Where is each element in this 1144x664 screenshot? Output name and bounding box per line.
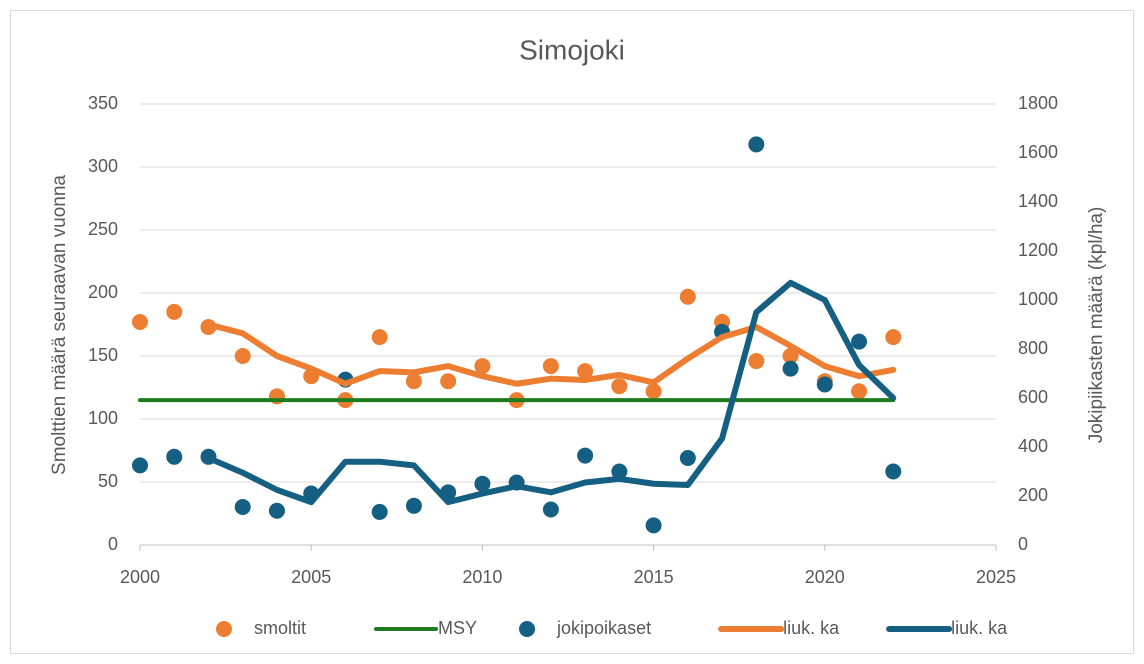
dot [234, 348, 251, 364]
y2-tick-label: 1400 [1018, 191, 1058, 211]
y2-tick-label: 1600 [1018, 142, 1058, 162]
dot [885, 463, 902, 480]
y2-tick-label: 200 [1018, 485, 1048, 505]
y-axis-label: Smolttien määrä seuraavan vuonna [49, 175, 70, 475]
y2-tick-label: 0 [1018, 534, 1028, 554]
dot [132, 313, 148, 330]
y2-tick-label: 1800 [1018, 93, 1058, 113]
dot [132, 457, 148, 474]
x-tick-label: 2015 [634, 567, 674, 587]
dot [851, 333, 868, 350]
dot [166, 303, 183, 320]
dot [474, 358, 491, 375]
legend-label: liuk. ka [783, 618, 840, 638]
dot [542, 358, 559, 375]
dot [748, 136, 765, 153]
dot [371, 329, 388, 346]
line [205, 279, 897, 506]
dot [268, 502, 285, 519]
dot [166, 448, 183, 465]
dot [371, 503, 388, 520]
dot [542, 501, 559, 518]
y-tick-label: 250 [88, 219, 118, 239]
dot [234, 499, 251, 516]
dot [816, 376, 833, 393]
dot [611, 378, 628, 395]
dot [679, 450, 696, 467]
dot [851, 383, 868, 400]
dot [440, 373, 457, 390]
y-tick-label: 150 [88, 345, 118, 365]
dot [782, 348, 799, 364]
y-tick-label: 200 [88, 282, 118, 302]
dot [577, 363, 594, 380]
x-tick-label: 2020 [805, 567, 845, 587]
chart-title: Simojoki [519, 34, 625, 65]
y2-tick-label: 800 [1018, 338, 1048, 358]
y-tick-label: 0 [108, 534, 118, 554]
legend-marker [519, 621, 536, 637]
legend-label: jokipoikaset [556, 618, 651, 638]
dot [782, 360, 799, 377]
y-tick-label: 100 [88, 408, 118, 428]
line [205, 321, 897, 387]
x-tick-label: 2025 [976, 567, 1016, 587]
y-tick-label: 300 [88, 156, 118, 176]
legend-marker [216, 621, 232, 637]
dot [405, 373, 422, 390]
dot [474, 475, 491, 492]
x-tick-label: 2005 [291, 567, 331, 587]
dot [748, 353, 765, 370]
x-tick-label: 2010 [462, 567, 502, 587]
y2-tick-label: 600 [1018, 387, 1048, 407]
y2-tick-label: 1000 [1018, 289, 1058, 309]
dot [645, 383, 662, 400]
dot [679, 288, 696, 305]
legend-label: liuk. ka [951, 618, 1008, 638]
y2-tick-label: 1200 [1018, 240, 1058, 260]
y2-tick-label: 400 [1018, 436, 1048, 456]
legend-label: smoltit [254, 618, 306, 638]
dot [885, 329, 902, 346]
dot [405, 497, 422, 514]
dot [577, 447, 594, 464]
y2-axis-label: Jokipiikasten määrä (kpl/ha) [1086, 207, 1107, 444]
y-tick-label: 50 [98, 471, 118, 491]
y-tick-label: 350 [88, 93, 118, 113]
chart-border [10, 10, 1134, 654]
dot [611, 463, 628, 480]
x-tick-label: 2000 [120, 567, 160, 587]
dot [645, 517, 662, 534]
legend-label: MSY [438, 618, 477, 638]
